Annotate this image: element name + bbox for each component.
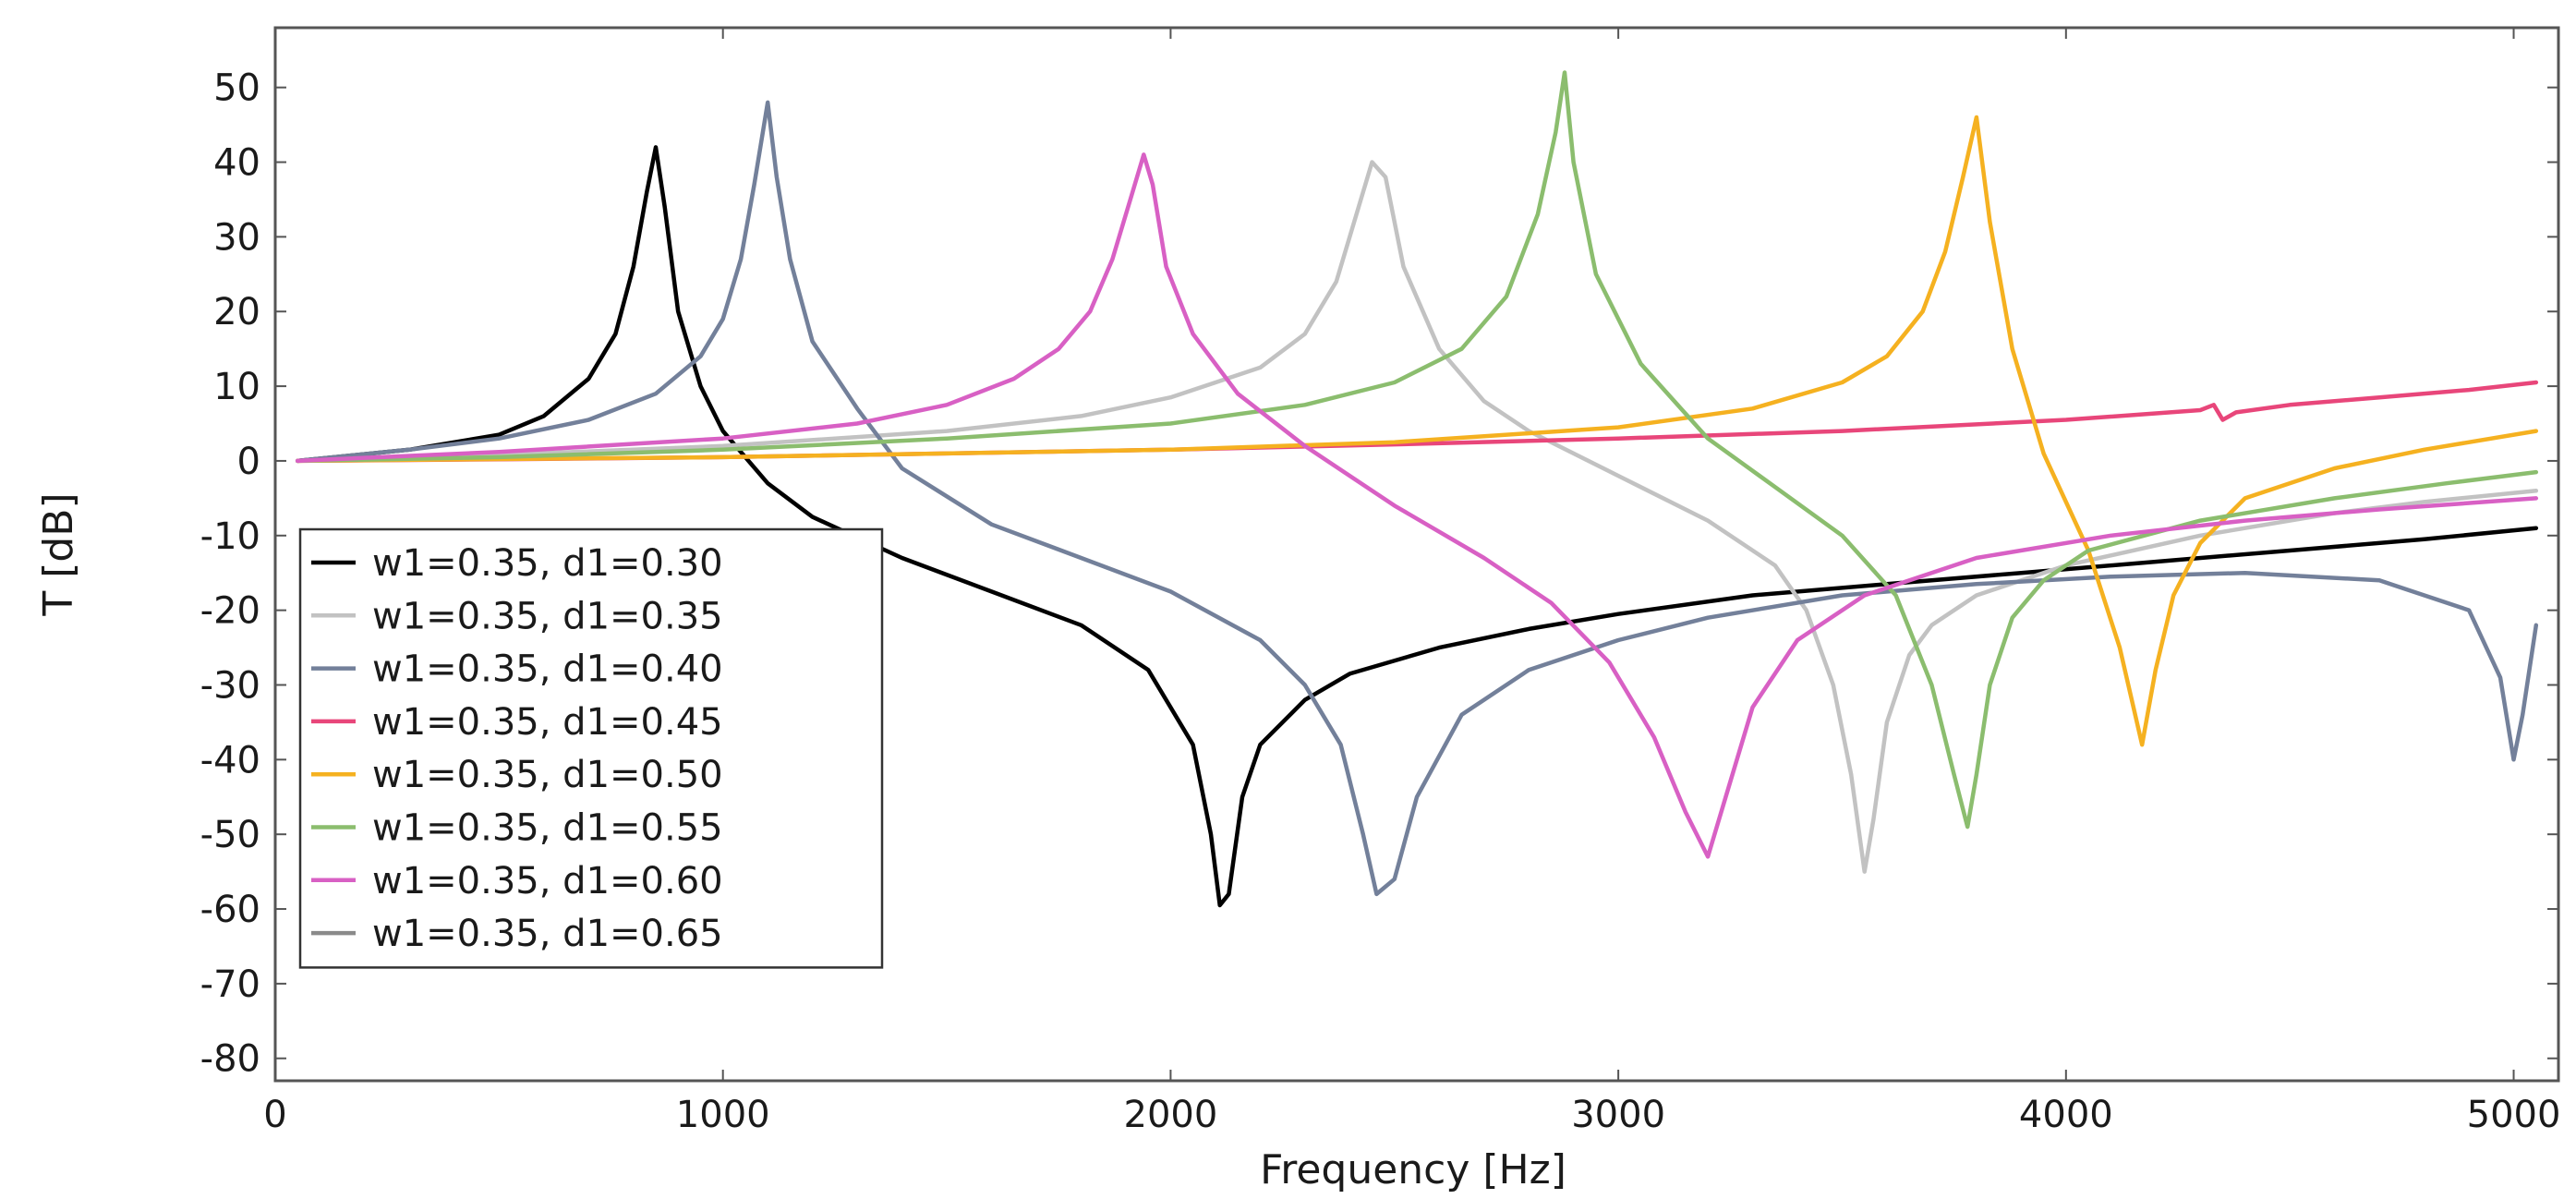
y-tick-label: -10 — [200, 515, 260, 558]
plot-frame — [273, 26, 2560, 1083]
legend-label: w1=0.35, d1=0.65 — [372, 913, 723, 955]
y-tick-label: 50 — [213, 67, 260, 110]
legend-label: w1=0.35, d1=0.35 — [372, 595, 723, 637]
series-line-2 — [295, 160, 2539, 874]
y-tick-label: 20 — [213, 291, 260, 333]
y-tick-label: 10 — [213, 366, 260, 408]
y-tick-label: -80 — [200, 1038, 260, 1081]
series-line-1 — [295, 145, 2539, 908]
y-tick-label: -20 — [200, 590, 260, 633]
legend-label: w1=0.35, d1=0.30 — [372, 542, 723, 585]
legend-label: w1=0.35, d1=0.40 — [372, 648, 723, 691]
x-tick-label: 5000 — [2467, 1094, 2561, 1136]
y-tick-label: -30 — [200, 664, 260, 707]
series-line-5 — [295, 115, 2539, 747]
y-tick-label: -60 — [200, 889, 260, 931]
y-tick-label: -70 — [200, 963, 260, 1006]
y-tick-label: -40 — [200, 739, 260, 781]
x-tick-label: 4000 — [2019, 1094, 2113, 1136]
x-tick-label: 0 — [263, 1094, 286, 1136]
legend-label: w1=0.35, d1=0.45 — [372, 701, 723, 744]
x-axis-label: Frequency [Hz] — [1260, 1146, 1566, 1193]
x-tick-label: 2000 — [1124, 1094, 1218, 1136]
x-tick-label: 3000 — [1571, 1094, 1665, 1136]
y-axis-label: T [dB] — [35, 492, 82, 616]
plot-area — [295, 70, 2539, 908]
x-tick-label: 1000 — [676, 1094, 770, 1136]
series-line-6 — [295, 70, 2539, 830]
y-tick-label: 40 — [213, 142, 260, 185]
y-tick-label: 0 — [237, 441, 260, 483]
y-tick-label: -50 — [200, 814, 260, 856]
legend-label: w1=0.35, d1=0.55 — [372, 807, 723, 850]
legend-label: w1=0.35, d1=0.50 — [372, 754, 723, 796]
series-line-3 — [295, 100, 2539, 897]
axis-labels: T [dB] Frequency [Hz] — [35, 492, 1566, 1193]
series-line-7 — [295, 152, 2539, 859]
axis-ticks: 0 1000 2000 3000 4000 5000 50 40 30 20 10 0 -10 -20 -3… — [200, 28, 2561, 1136]
legend-label: w1=0.35, d1=0.60 — [372, 860, 723, 902]
legend-box — [298, 527, 884, 969]
y-tick-label: 30 — [213, 216, 260, 259]
legend: w1=0.35, d1=0.30 w1=0.35, d1=0.35 w1=0.35,… — [298, 527, 884, 969]
